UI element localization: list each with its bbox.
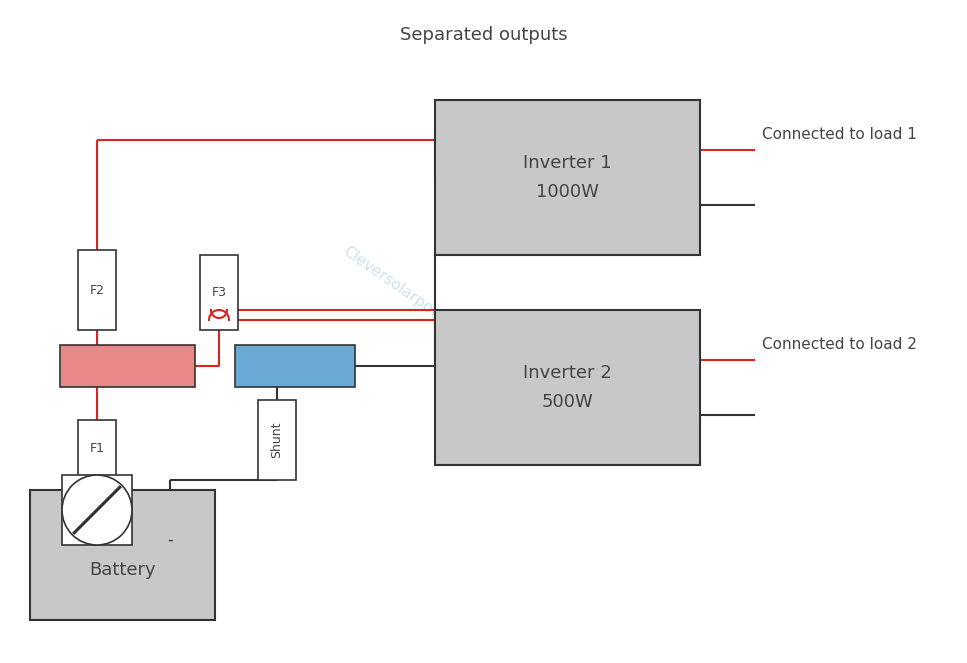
Text: Battery: Battery xyxy=(89,561,156,579)
Bar xyxy=(62,475,132,545)
Text: Connected to load 2: Connected to load 2 xyxy=(762,337,917,352)
Bar xyxy=(30,490,215,620)
Text: F3: F3 xyxy=(212,286,226,299)
Bar xyxy=(78,250,116,330)
Text: Inverter 1
1000W: Inverter 1 1000W xyxy=(523,154,612,201)
Text: Separated outputs: Separated outputs xyxy=(399,26,568,44)
Text: F1: F1 xyxy=(90,442,104,455)
Text: F2: F2 xyxy=(90,284,104,296)
Bar xyxy=(78,420,116,478)
Text: -: - xyxy=(167,531,173,549)
Text: Inverter 2
500W: Inverter 2 500W xyxy=(523,364,612,411)
Bar xyxy=(435,100,700,255)
Text: Cleversolarpowêu.com: Cleversolarpowêu.com xyxy=(340,243,492,357)
Circle shape xyxy=(62,475,132,545)
Text: Shunt: Shunt xyxy=(271,422,283,458)
Bar xyxy=(258,400,296,480)
Bar xyxy=(435,310,700,465)
Text: +: + xyxy=(68,531,82,549)
Bar xyxy=(60,345,195,387)
Bar xyxy=(235,345,355,387)
Text: Connected to load 1: Connected to load 1 xyxy=(762,127,917,142)
Bar xyxy=(200,255,238,330)
